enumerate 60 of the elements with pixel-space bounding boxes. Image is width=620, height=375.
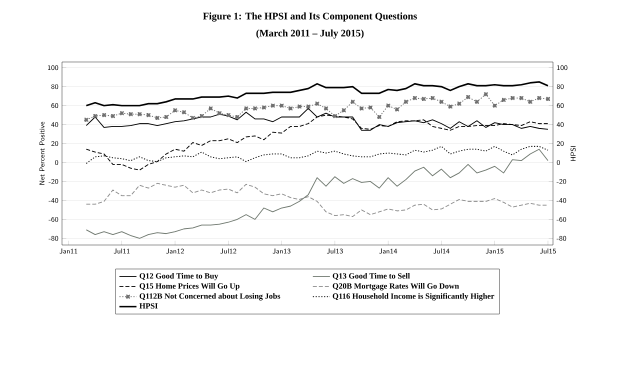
point: [484, 92, 488, 96]
point: [93, 114, 98, 118]
point: [457, 102, 462, 106]
chart-title: Figure 1: The HPSI and Its Component Questions: [203, 12, 417, 22]
legend-label: HPSI: [139, 303, 158, 309]
point: [182, 110, 186, 114]
point: [270, 104, 275, 108]
point: [492, 104, 497, 108]
point: [324, 106, 328, 111]
point: [439, 100, 444, 104]
point: [190, 116, 195, 120]
point: [110, 114, 115, 118]
point: [394, 107, 400, 112]
point: [404, 100, 408, 104]
point: [84, 118, 88, 122]
point: [146, 113, 150, 118]
point: [235, 114, 240, 120]
point: [306, 104, 310, 109]
point: [102, 113, 106, 118]
legend-label: Q12 Good Time to Buy: [140, 272, 218, 280]
point: [510, 96, 515, 100]
point: [164, 114, 168, 120]
point: [315, 102, 320, 106]
legend-label: Q15 Home Prices Will Go Up: [140, 283, 240, 290]
point: [466, 95, 470, 100]
point: [280, 104, 284, 108]
point: [412, 96, 417, 100]
point: [200, 114, 204, 118]
point: [537, 96, 542, 100]
point: [332, 114, 337, 118]
point: [528, 100, 532, 104]
legend-label: Q13 Good Time to Sell: [332, 272, 410, 280]
legend-label: Q20B Mortgage Rates Will Go Down: [332, 283, 459, 290]
point: [173, 108, 178, 112]
point: [546, 96, 550, 102]
point: [422, 96, 426, 102]
point: [448, 104, 452, 109]
point: [359, 106, 364, 111]
point: [155, 116, 160, 120]
legend-label: Q116 Household Income is Significantly Higher: [332, 293, 494, 300]
point: [386, 104, 390, 108]
point: [342, 108, 346, 112]
point: [137, 112, 142, 116]
point: [120, 111, 124, 116]
legend-label: Q112B Not Concerned about Losing Jobs: [140, 293, 280, 300]
point: [377, 114, 382, 120]
point: [252, 106, 258, 111]
point: [430, 96, 435, 100]
point: [262, 105, 266, 110]
line-series: [86, 148, 548, 239]
point: [128, 112, 133, 116]
point: [368, 105, 372, 110]
chart-subtitle: (March 2011 – July 2015): [256, 29, 364, 39]
point: [297, 104, 302, 109]
point: [226, 113, 230, 118]
point: [288, 106, 293, 111]
point: [474, 100, 479, 104]
point: [350, 100, 355, 104]
point: [519, 96, 524, 100]
point: [217, 111, 222, 116]
